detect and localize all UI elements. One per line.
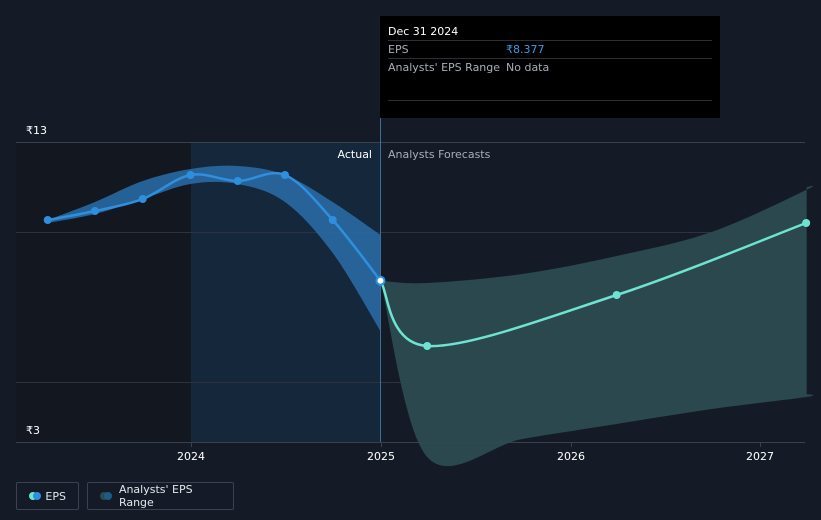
range-swatch-icon [100, 492, 112, 500]
eps-point-actual[interactable] [90, 207, 99, 215]
tooltip-eps-label: EPS [388, 43, 409, 56]
eps-point-actual[interactable] [328, 216, 337, 224]
forecast-label: Analysts Forecasts [388, 148, 491, 161]
eps-point-forecast[interactable] [802, 219, 811, 227]
x-tick-label: 2025 [367, 450, 395, 463]
legend-eps-range[interactable]: Analysts' EPS Range [87, 482, 234, 510]
tooltip-divider [388, 100, 712, 101]
actual-label: Actual [338, 148, 372, 161]
tooltip-eps-value: ₹8.377 [506, 43, 545, 56]
eps-range-band-forecast [380, 185, 814, 467]
tooltip-date: Dec 31 2024 [388, 25, 459, 38]
x-tick-label: 2027 [746, 450, 774, 463]
y-tick-label-bottom: ₹3 [26, 424, 40, 437]
legend-eps[interactable]: EPS [16, 482, 79, 510]
tooltip-range-row: Analysts' EPS Range No data [388, 58, 712, 76]
eps-point-forecast[interactable] [423, 342, 432, 350]
x-ticks-layer: 2024 2025 2026 2027 [177, 442, 774, 463]
x-tick-label: 2026 [557, 450, 585, 463]
eps-point-actual[interactable] [375, 275, 386, 286]
eps-point-actual[interactable] [43, 216, 52, 224]
eps-swatch-icon [29, 492, 41, 500]
tooltip-eps-row: EPS ₹8.377 [388, 40, 712, 58]
tooltip-range-value: No data [506, 61, 550, 74]
data-tooltip: Dec 31 2024 EPS ₹8.377 Analysts' EPS Ran… [380, 16, 720, 118]
bands-layer [47, 165, 814, 467]
eps-point-actual[interactable] [233, 177, 242, 185]
legend-range-label: Analysts' EPS Range [118, 483, 193, 509]
points-layer [43, 171, 811, 350]
legend-eps-label: EPS [45, 489, 66, 503]
eps-point-actual[interactable] [186, 171, 195, 179]
eps-point-forecast[interactable] [612, 291, 621, 299]
y-tick-label-top: ₹13 [26, 124, 47, 137]
tooltip-range-label: Analysts' EPS Range [388, 61, 501, 74]
eps-point-actual[interactable] [280, 171, 289, 179]
eps-point-actual[interactable] [138, 195, 147, 203]
eps-range-band-actual [47, 165, 381, 331]
eps-line-forecast [379, 221, 808, 348]
x-tick-label: 2024 [177, 450, 205, 463]
